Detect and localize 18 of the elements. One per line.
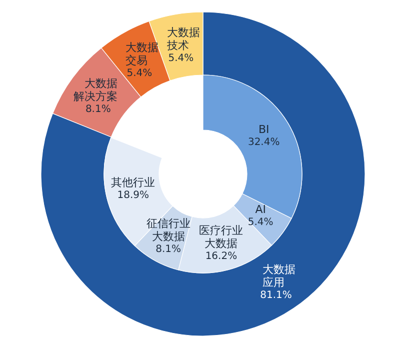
slice-label: AI	[254, 203, 267, 216]
slice-label: 大数据交易	[124, 40, 160, 67]
data-label: 81.1%	[260, 288, 292, 302]
slice-label: 大数据应用	[261, 262, 296, 289]
data-label: 8.1%	[156, 243, 182, 256]
data-label: 8.1%	[85, 102, 111, 116]
slice-label: 其他行业	[110, 176, 156, 190]
slice-label: 大数据技术	[167, 26, 200, 52]
slice-label: 大数据解决方案	[72, 76, 118, 103]
data-label: 5.4%	[126, 66, 152, 80]
data-label: 16.2%	[205, 250, 238, 263]
slice-label: 征信行业大数据	[146, 217, 191, 244]
data-label: 5.4%	[248, 216, 274, 230]
data-label: 32.4%	[248, 136, 280, 150]
slice-label: 医疗行业大数据	[198, 224, 244, 250]
data-label: 5.4%	[168, 52, 194, 65]
slice-label: BI	[257, 123, 270, 136]
data-label: 18.9%	[117, 189, 150, 202]
